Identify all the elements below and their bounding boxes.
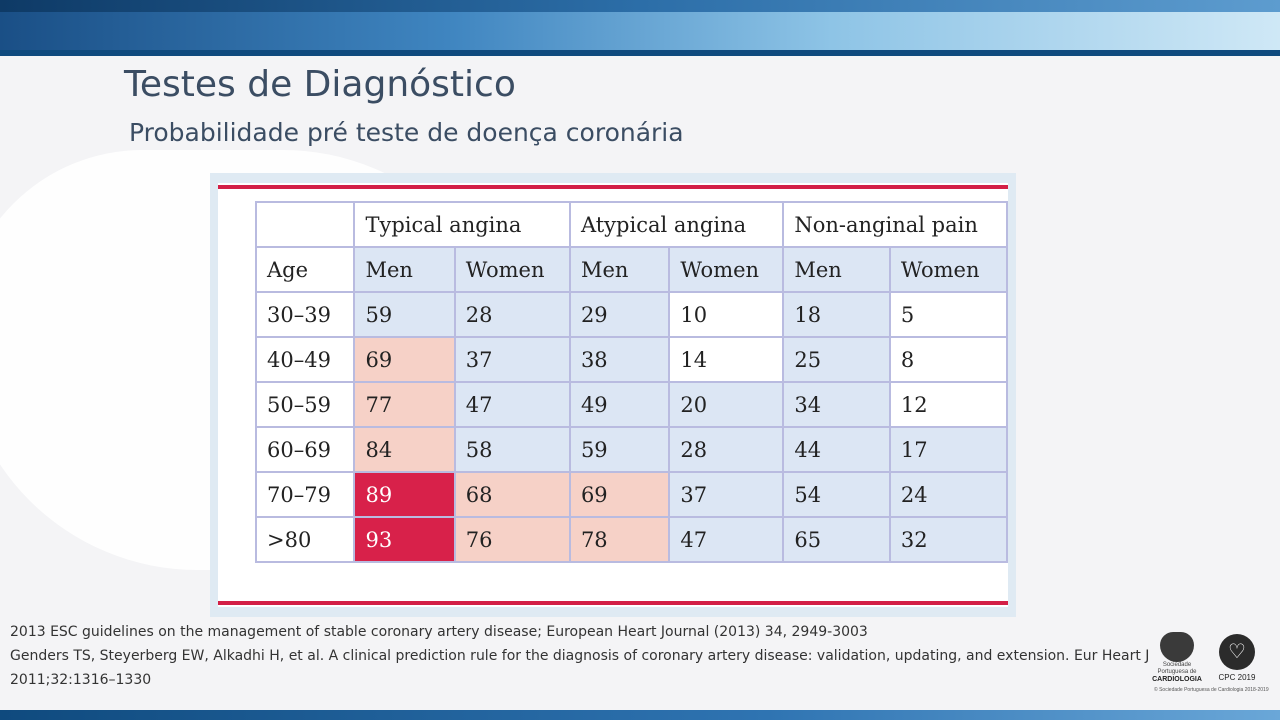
probability-cell: 12 <box>888 381 1009 428</box>
group-header-cell: Non-anginal pain <box>782 201 1008 248</box>
table-panel: Typical angina Atypical angina Non-anginal… <box>218 183 1009 607</box>
column-header-row: Age Men Women Men Women Men Women <box>254 246 1009 293</box>
probability-cell: 37 <box>668 471 785 518</box>
header-bottom-line <box>0 50 1280 56</box>
pretest-probability-table: Typical angina Atypical angina Non-anginal… <box>254 201 1009 563</box>
cpc-logo-text: CPC 2019 <box>1218 673 1256 682</box>
column-header-cell: Men <box>782 246 891 293</box>
probability-cell: 54 <box>782 471 891 518</box>
probability-cell: 32 <box>888 516 1009 563</box>
slide-subtitle: Probabilidade pré teste de doença coroná… <box>129 118 684 147</box>
corner-cell <box>254 201 356 248</box>
probability-cell: 8 <box>888 336 1009 383</box>
column-header-cell: Women <box>453 246 571 293</box>
probability-cell: 59 <box>568 426 671 473</box>
footer-note: © Sociedade Portuguesa de Cardiologia 20… <box>1154 687 1269 693</box>
spc-heart-icon <box>1160 632 1194 662</box>
group-header-cell: Typical angina <box>353 201 571 248</box>
age-cell: 30–39 <box>254 291 356 338</box>
table-row: 50–59 77 47 49 20 34 12 <box>254 381 1009 428</box>
probability-cell: 93 <box>353 516 456 563</box>
probability-cell: 17 <box>888 426 1009 473</box>
probability-cell: 78 <box>568 516 671 563</box>
age-cell: 60–69 <box>254 426 356 473</box>
probability-cell: 47 <box>668 516 785 563</box>
table-row: 70–79 89 68 69 37 54 24 <box>254 471 1009 518</box>
slide-title: Testes de Diagnóstico <box>124 64 516 105</box>
column-header-cell: Men <box>353 246 456 293</box>
probability-cell: 76 <box>453 516 571 563</box>
table-row: 30–39 59 28 29 10 18 5 <box>254 291 1009 338</box>
age-cell: 50–59 <box>254 381 356 428</box>
probability-cell: 69 <box>353 336 456 383</box>
table-row: >80 93 76 78 47 65 32 <box>254 516 1009 563</box>
probability-cell: 29 <box>568 291 671 338</box>
cpc-logo: ♡ CPC 2019 <box>1212 634 1262 682</box>
column-header-cell: Women <box>668 246 785 293</box>
age-cell: 40–49 <box>254 336 356 383</box>
probability-cell: 84 <box>353 426 456 473</box>
table-top-accent-bar <box>218 185 1008 189</box>
age-cell: >80 <box>254 516 356 563</box>
probability-cell: 37 <box>453 336 571 383</box>
probability-cell: 68 <box>453 471 571 518</box>
probability-cell: 65 <box>782 516 891 563</box>
references: 2013 ESC guidelines on the management of… <box>10 620 1160 692</box>
header-banner <box>0 0 1280 56</box>
spc-logo-small-text: Sociedade Portuguesa de <box>1157 662 1197 675</box>
probability-cell: 25 <box>782 336 891 383</box>
footer-banner <box>0 710 1280 720</box>
table-row: 60–69 84 58 59 28 44 17 <box>254 426 1009 473</box>
group-header-row: Typical angina Atypical angina Non-anginal… <box>254 201 1008 248</box>
probability-cell: 24 <box>888 471 1009 518</box>
probability-cell: 28 <box>668 426 785 473</box>
probability-cell: 5 <box>888 291 1009 338</box>
table-image-frame: Typical angina Atypical angina Non-anginal… <box>210 173 1016 617</box>
age-cell: 70–79 <box>254 471 356 518</box>
table-row: 40–49 69 37 38 14 25 8 <box>254 336 1009 383</box>
spc-logo-name: CARDIOLOGIA <box>1152 676 1202 683</box>
probability-cell: 20 <box>668 381 785 428</box>
probability-cell: 10 <box>668 291 785 338</box>
probability-cell: 59 <box>353 291 456 338</box>
probability-cell: 28 <box>453 291 571 338</box>
probability-cell: 69 <box>568 471 671 518</box>
probability-cell: 18 <box>782 291 891 338</box>
column-header-cell: Women <box>888 246 1009 293</box>
probability-cell: 58 <box>453 426 571 473</box>
table-bottom-accent-bar <box>218 601 1008 605</box>
spc-logo: Sociedade Portuguesa de CARDIOLOGIA <box>1152 632 1202 684</box>
group-header-cell: Atypical angina <box>568 201 785 248</box>
probability-cell: 77 <box>353 381 456 428</box>
probability-cell: 49 <box>568 381 671 428</box>
probability-cell: 44 <box>782 426 891 473</box>
cpc-heart-icon: ♡ <box>1219 634 1255 670</box>
reference-esc-guidelines: 2013 ESC guidelines on the management of… <box>10 624 868 640</box>
column-header-cell: Men <box>568 246 671 293</box>
probability-cell: 89 <box>353 471 456 518</box>
header-top-strip <box>0 0 1280 12</box>
probability-cell: 14 <box>668 336 785 383</box>
probability-cell: 47 <box>453 381 571 428</box>
reference-genders: Genders TS, Steyerberg EW, Alkadhi H, et… <box>10 648 1150 688</box>
probability-cell: 38 <box>568 336 671 383</box>
probability-cell: 34 <box>782 381 891 428</box>
column-header-cell: Age <box>254 246 356 293</box>
